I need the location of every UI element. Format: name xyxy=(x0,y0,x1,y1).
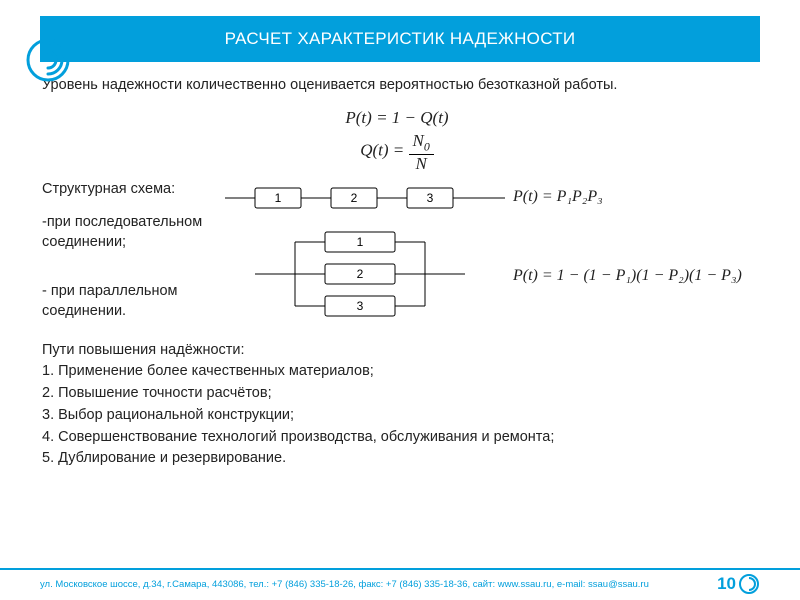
footer: ул. Московское шоссе, д.34, г.Самара, 44… xyxy=(0,568,800,598)
page-number: 10 xyxy=(717,574,736,594)
formula-q: Q(t) = N0 N xyxy=(42,132,752,171)
formula-p: P(t) = 1 − Q(t) xyxy=(42,104,752,133)
series-diagram: 1 2 3 xyxy=(225,178,505,218)
footer-logo-icon xyxy=(738,573,760,595)
svg-text:3: 3 xyxy=(357,299,364,313)
series-label: -при последовательном соединении; xyxy=(42,213,217,252)
intro-text: Уровень надежности количественно оценива… xyxy=(42,76,752,96)
svg-text:2: 2 xyxy=(351,191,358,205)
svg-text:3: 3 xyxy=(427,191,434,205)
structural-label: Структурная схема: xyxy=(42,180,217,200)
footer-address: ул. Московское шоссе, д.34, г.Самара, 44… xyxy=(40,579,649,590)
path-item: 3. Выбор рациональной конструкции; xyxy=(42,405,752,427)
svg-text:2: 2 xyxy=(357,267,364,281)
path-item: 5. Дублирование и резервирование. xyxy=(42,448,752,470)
parallel-diagram: 1 2 3 xyxy=(225,228,505,320)
svg-text:1: 1 xyxy=(275,191,282,205)
paths-title: Пути повышения надёжности: xyxy=(42,340,752,362)
path-item: 4. Совершенствование технологий производ… xyxy=(42,427,752,449)
title-bar: РАСЧЕТ ХАРАКТЕРИСТИК НАДЕЖНОСТИ xyxy=(40,16,760,62)
parallel-equation: P(t) = 1 − (1 − P₁)(1 − P₂)(1 − P₃) xyxy=(513,265,752,287)
path-item: 2. Повышение точности расчётов; xyxy=(42,383,752,405)
main-formulas: P(t) = 1 − Q(t) Q(t) = N0 N xyxy=(42,104,752,172)
title-text: РАСЧЕТ ХАРАКТЕРИСТИК НАДЕЖНОСТИ xyxy=(225,29,576,49)
path-item: 1. Применение более качественных материа… xyxy=(42,361,752,383)
series-equation: P(t) = P₁P₂P₃ xyxy=(513,186,752,208)
page-badge: 10 xyxy=(717,573,760,595)
parallel-label: - при параллельном соединении. xyxy=(42,282,217,321)
brand-logo-icon xyxy=(26,38,70,82)
svg-text:1: 1 xyxy=(357,235,364,249)
